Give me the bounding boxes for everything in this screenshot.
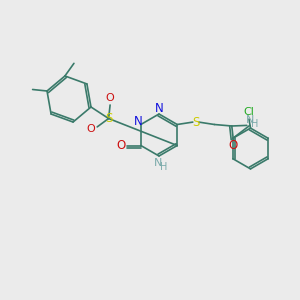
Text: H: H xyxy=(160,162,167,172)
Text: Cl: Cl xyxy=(244,107,254,117)
Text: N: N xyxy=(154,102,164,115)
Text: S: S xyxy=(105,112,112,125)
Text: H: H xyxy=(250,119,258,129)
Text: O: O xyxy=(106,93,115,103)
Text: N: N xyxy=(246,115,254,125)
Text: N: N xyxy=(154,158,163,169)
Text: S: S xyxy=(192,116,200,129)
Text: O: O xyxy=(229,139,238,152)
Text: O: O xyxy=(86,124,95,134)
Text: O: O xyxy=(116,139,125,152)
Text: N: N xyxy=(134,115,143,128)
